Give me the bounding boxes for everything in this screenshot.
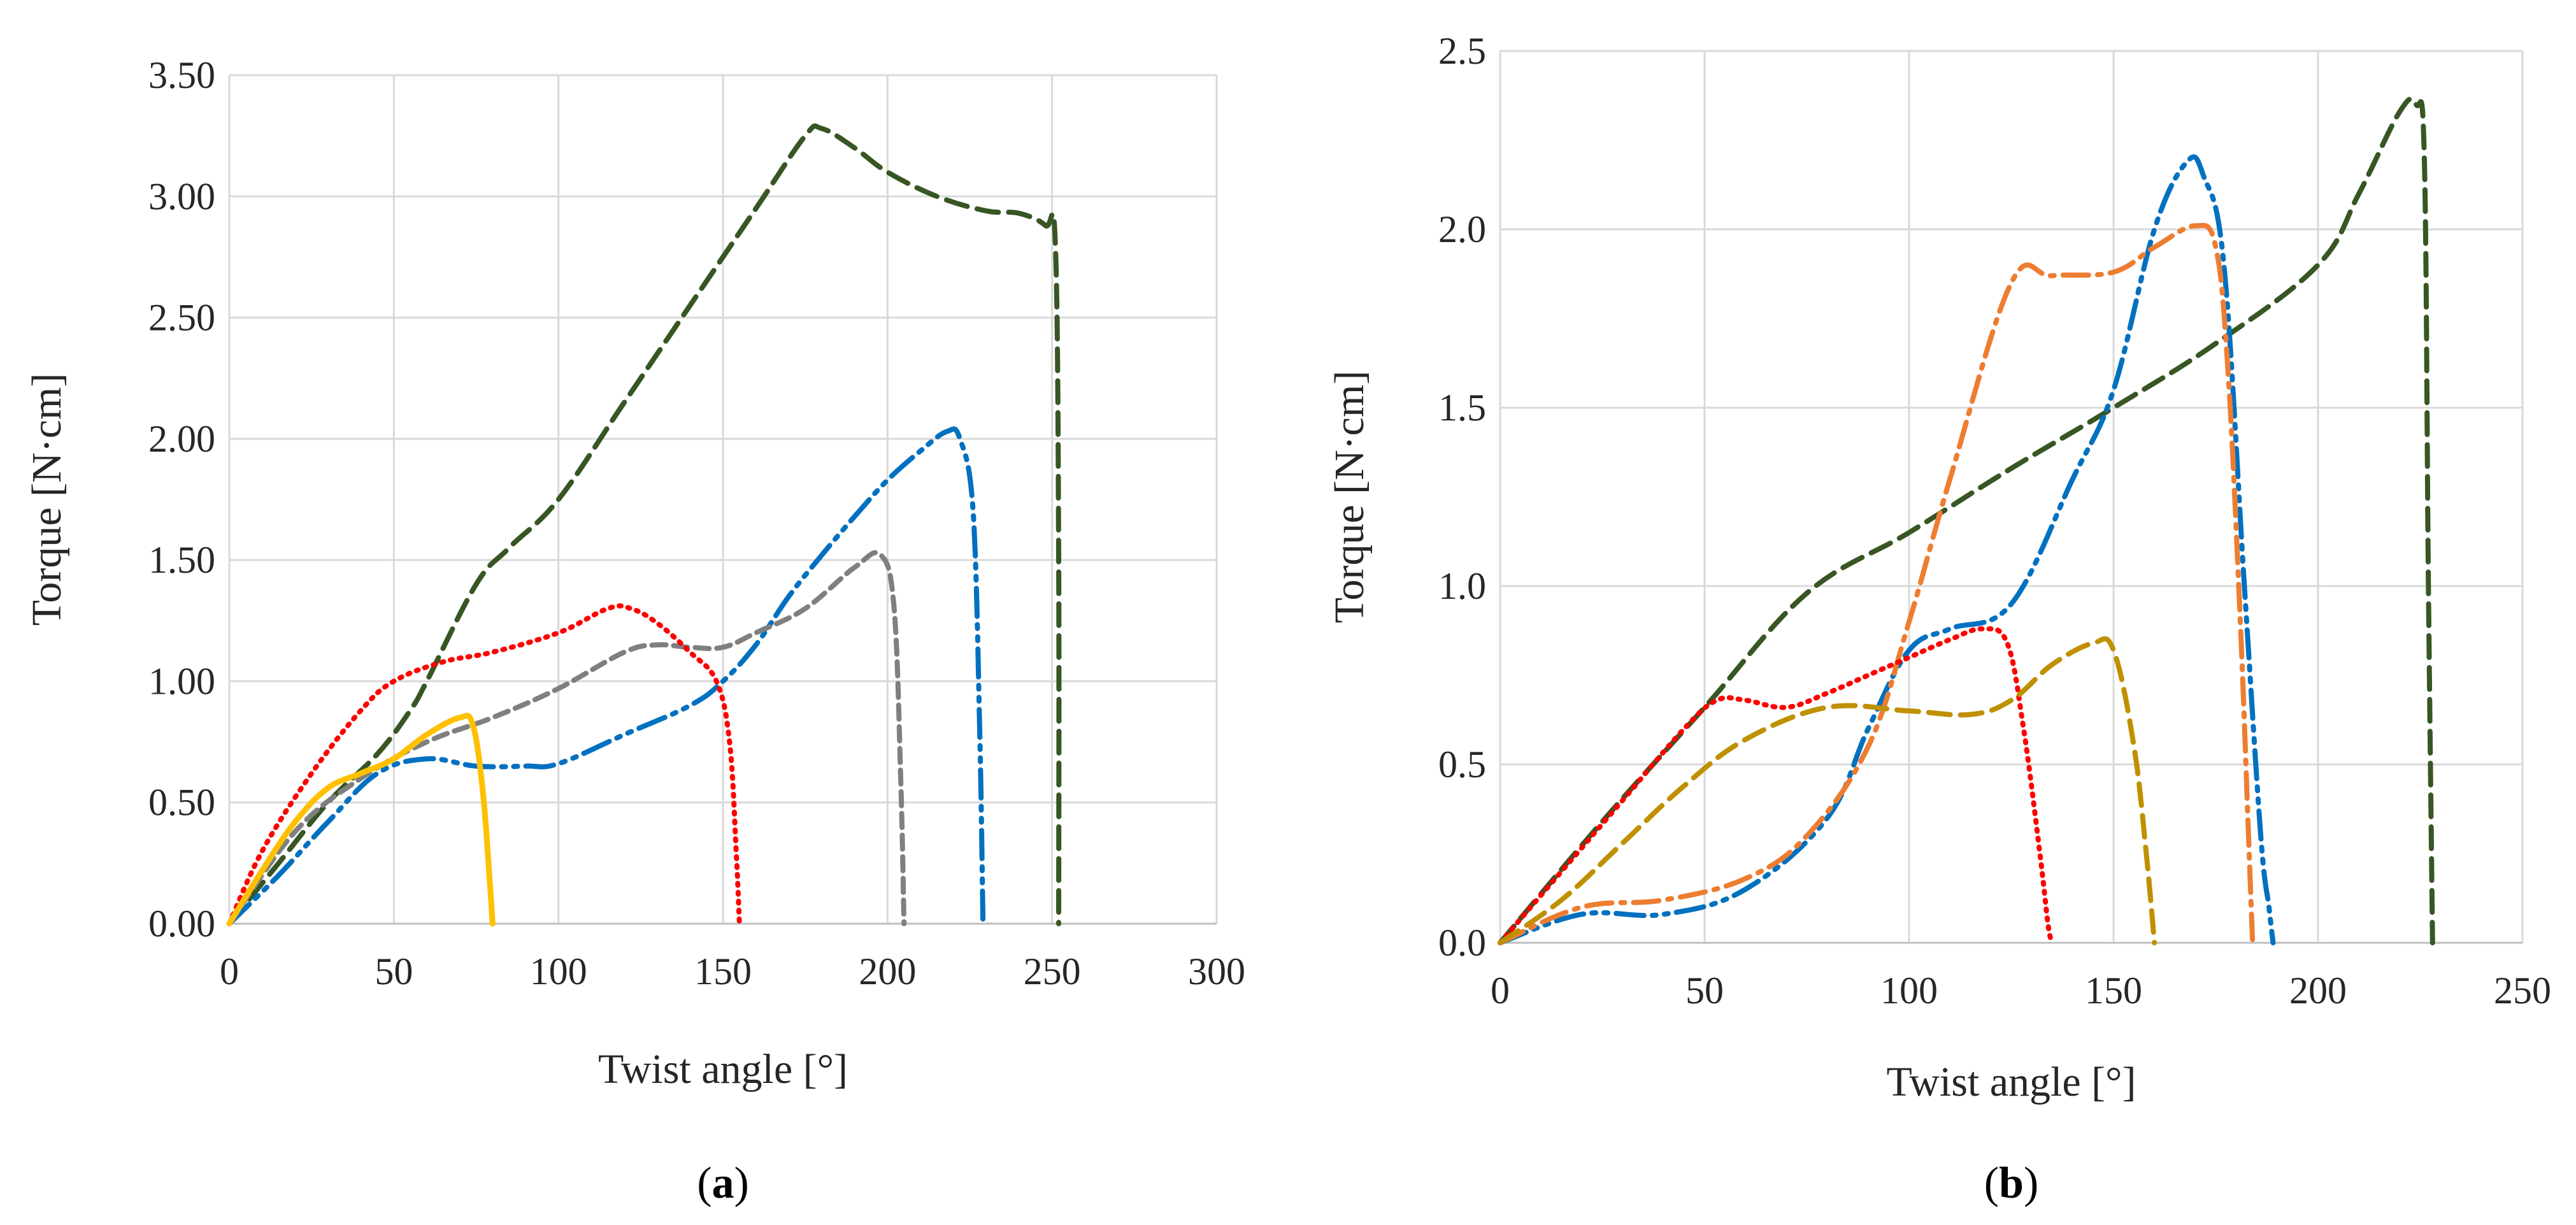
- x-tick-label-a-1: 50: [375, 950, 413, 992]
- series-lines-b: [1498, 96, 2435, 945]
- y-tick-label-a-5: 2.50: [148, 297, 215, 339]
- series-a-0: [227, 123, 1062, 926]
- y-tick-label-a-2: 1.00: [148, 660, 215, 702]
- series-a-1: [227, 426, 986, 926]
- series-b-4: [1498, 636, 2157, 945]
- chart-panel-b: 0.0 0.5 1.0 1.5 2.0 2.5 0 50 100 150 200 250 Twist…: [1326, 30, 2551, 1208]
- series-b-3: [1498, 626, 2055, 945]
- panel-letter-a: a: [712, 1159, 734, 1208]
- panel-label-b: (b): [1984, 1159, 2039, 1208]
- x-tick-label-b-0: 0: [1491, 970, 1510, 1012]
- y-axis-title-a: Torque [N·cm]: [24, 373, 70, 626]
- y-tick-label-a-3: 1.50: [148, 539, 215, 581]
- y-tick-label-a-0: 0.00: [148, 903, 215, 945]
- chart-panel-a: 0.00 0.50 1.00 1.50 2.00 2.50 3.00 3.50 0 50 100 1…: [24, 54, 1245, 1208]
- x-tick-label-b-2: 100: [1880, 970, 1938, 1012]
- panel-letter-b: b: [1999, 1159, 2024, 1208]
- x-tick-label-a-5: 250: [1024, 950, 1081, 992]
- y-tick-label-b-1: 0.5: [1438, 743, 1486, 785]
- grid-lines-b: [1499, 50, 2524, 943]
- y-tick-labels-b: 0.0 0.5 1.0 1.5 2.0 2.5: [1438, 30, 1486, 964]
- y-tick-label-a-4: 2.00: [148, 418, 215, 460]
- x-tick-label-a-4: 200: [859, 950, 916, 992]
- x-tick-label-a-0: 0: [220, 950, 239, 992]
- x-tick-label-a-2: 100: [530, 950, 587, 992]
- x-axis-title-b: Twist angle [°]: [1886, 1059, 2136, 1105]
- y-tick-label-a-6: 3.00: [148, 175, 215, 217]
- series-a-2: [227, 550, 907, 926]
- y-tick-label-b-0: 0.0: [1438, 922, 1486, 964]
- y-tick-label-b-4: 2.0: [1438, 208, 1486, 250]
- y-tick-label-b-3: 1.5: [1438, 387, 1486, 429]
- y-tick-labels-a: 0.00 0.50 1.00 1.50 2.00 2.50 3.00 3.50: [148, 54, 215, 945]
- y-tick-label-a-7: 3.50: [148, 54, 215, 96]
- x-tick-labels-a: 0 50 100 150 200 250 300: [220, 950, 1245, 992]
- series-lines-a: [226, 123, 1062, 927]
- x-tick-label-b-3: 150: [2085, 970, 2142, 1012]
- x-tick-label-b-5: 250: [2494, 970, 2551, 1012]
- x-tick-label-a-6: 300: [1188, 950, 1245, 992]
- x-tick-label-b-4: 200: [2289, 970, 2347, 1012]
- y-axis-title-b: Torque [N·cm]: [1326, 371, 1373, 624]
- x-tick-label-b-1: 50: [1685, 970, 1724, 1012]
- y-tick-label-b-5: 2.5: [1438, 30, 1486, 72]
- x-tick-label-a-3: 150: [694, 950, 752, 992]
- x-tick-labels-b: 0 50 100 150 200 250: [1491, 970, 2551, 1012]
- series-b-2: [1498, 222, 2256, 945]
- y-tick-label-b-2: 1.0: [1438, 565, 1486, 607]
- series-a-4: [226, 713, 496, 927]
- grid-lines-a: [228, 74, 1218, 924]
- series-a-3: [227, 603, 742, 926]
- y-tick-label-a-1: 0.50: [148, 782, 215, 824]
- x-axis-title-a: Twist angle [°]: [598, 1046, 848, 1092]
- panel-label-a: (a): [697, 1159, 749, 1208]
- series-b-1: [1498, 154, 2276, 945]
- series-b-0: [1498, 96, 2435, 945]
